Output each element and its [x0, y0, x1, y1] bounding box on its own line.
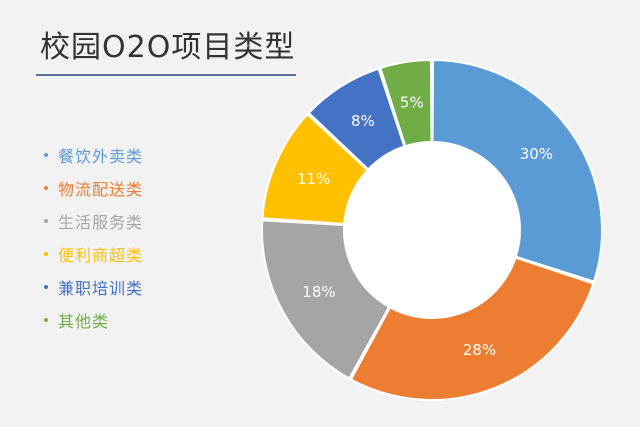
legend-label: 生活服务类	[58, 212, 144, 232]
legend-label: 餐饮外卖类	[58, 146, 144, 166]
legend-marker	[44, 284, 48, 289]
slice-data-label: 30%	[520, 145, 553, 163]
legend-item: 生活服务类	[44, 204, 143, 237]
donut-hole	[344, 142, 520, 318]
legend-label: 兼职培训类	[58, 278, 144, 298]
chart-title: 校园O2O项目类型	[40, 30, 296, 65]
legend-item: 餐饮外卖类	[44, 138, 143, 171]
legend-marker	[44, 218, 48, 223]
slice-data-label: 28%	[463, 341, 496, 359]
legend-label: 其他类	[58, 311, 110, 331]
legend-label: 物流配送类	[58, 179, 144, 199]
legend: 餐饮外卖类 物流配送类 生活服务类 便利商超类 兼职培训类 其他类	[44, 138, 143, 336]
title-underline	[36, 74, 296, 76]
legend-item: 兼职培训类	[44, 270, 143, 303]
legend-label: 便利商超类	[58, 245, 144, 265]
legend-item: 物流配送类	[44, 171, 143, 204]
slice-data-label: 8%	[351, 112, 375, 130]
slice-data-label: 5%	[400, 94, 424, 112]
slice-data-label: 11%	[297, 170, 330, 188]
legend-marker	[44, 251, 48, 256]
slice-data-label: 18%	[302, 283, 335, 301]
legend-marker	[44, 185, 48, 190]
legend-marker	[44, 152, 48, 157]
legend-item: 其他类	[44, 303, 143, 336]
legend-item: 便利商超类	[44, 237, 143, 270]
legend-marker	[44, 317, 48, 322]
